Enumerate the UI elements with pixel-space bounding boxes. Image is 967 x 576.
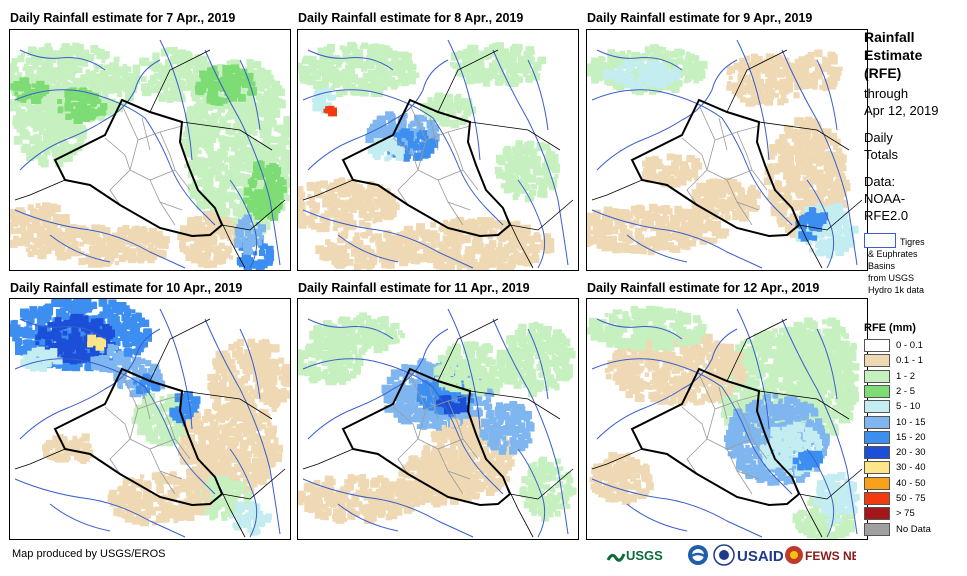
legend-item: 0 - 0.1 xyxy=(864,339,923,353)
through-date: through Apr 12, 2019 xyxy=(864,86,939,118)
legend-item: 2 - 5 xyxy=(864,384,916,399)
legend-swatch xyxy=(864,446,890,460)
legend-item: 50 - 75 xyxy=(864,492,926,506)
legend-swatch xyxy=(864,369,890,383)
legend-swatch xyxy=(864,415,890,429)
legend-label: No Data xyxy=(896,523,931,535)
panel-title-5: Daily Rainfall estimate for 11 Apr., 201… xyxy=(298,281,530,295)
legend-swatch xyxy=(864,461,890,475)
legend-item: 40 - 50 xyxy=(864,476,926,491)
legend-swatch xyxy=(864,492,890,505)
legend-label: > 75 xyxy=(896,508,915,520)
legend-label: 1 - 2 xyxy=(896,370,916,382)
rainfall-map-apr12 xyxy=(586,298,868,540)
usgs-logo: USGS xyxy=(606,548,663,563)
basin-legend-text: Tigres & Euphrates Basins from USGS Hydr… xyxy=(868,237,925,295)
legend-swatch xyxy=(864,400,890,414)
rainfall-map-apr7 xyxy=(9,29,291,271)
legend-swatch xyxy=(864,430,890,444)
legend-item: 5 - 10 xyxy=(864,400,920,414)
panel-title-6: Daily Rainfall estimate for 12 Apr., 201… xyxy=(587,281,820,295)
legend-swatch xyxy=(864,522,890,536)
legend-swatch xyxy=(864,476,890,490)
panel-title-4: Daily Rainfall estimate for 10 Apr., 201… xyxy=(10,281,243,295)
rainfall-map-apr8 xyxy=(297,29,579,271)
legend-item: 30 - 40 xyxy=(864,461,926,475)
map-credit: Map produced by USGS/EROS xyxy=(12,548,166,560)
legend-label: 0 - 0.1 xyxy=(896,340,923,352)
basin-legend-swatch xyxy=(864,233,896,248)
legend-label: 0.1 - 1 xyxy=(896,355,923,367)
data-source: Data: NOAA- RFE2.0 xyxy=(864,174,909,223)
legend-item: 10 - 15 xyxy=(864,415,926,430)
legend-swatch xyxy=(864,354,890,368)
legend-title: RFE (mm) xyxy=(864,322,916,334)
legend-item: > 75 xyxy=(864,507,915,521)
rainfall-map-apr11 xyxy=(297,298,579,540)
daily-totals-label: Daily Totals xyxy=(864,130,898,162)
legend-label: 20 - 30 xyxy=(896,447,926,459)
panel-title-3: Daily Rainfall estimate for 9 Apr., 2019 xyxy=(587,11,813,25)
noaa-logo xyxy=(688,545,708,565)
rainfall-map-apr10 xyxy=(9,298,291,540)
panel-title-2: Daily Rainfall estimate for 8 Apr., 2019 xyxy=(298,11,524,25)
fews-net-logo: FEWS NET xyxy=(785,546,856,564)
legend-swatch xyxy=(864,339,890,352)
legend-label: 50 - 75 xyxy=(896,493,926,505)
legend-item: 0.1 - 1 xyxy=(864,354,923,368)
agency-logos: USGS USAID FEWS NET xyxy=(606,544,856,566)
legend-item: No Data xyxy=(864,522,931,537)
usaid-logo: USAID xyxy=(713,544,784,566)
panel-title-1: Daily Rainfall estimate for 7 Apr., 2019 xyxy=(10,11,236,25)
legend-label: 40 - 50 xyxy=(896,477,926,489)
legend-item: 20 - 30 xyxy=(864,446,926,460)
legend-label: 2 - 5 xyxy=(896,385,916,397)
legend-label: 30 - 40 xyxy=(896,462,926,474)
rainfall-map-apr9 xyxy=(586,29,868,271)
legend-label: 10 - 15 xyxy=(896,416,926,428)
legend-label: 5 - 10 xyxy=(896,401,921,413)
legend-label: 15 - 20 xyxy=(896,431,926,443)
legend-swatch xyxy=(864,384,890,398)
legend-swatch xyxy=(864,507,890,521)
legend-item: 15 - 20 xyxy=(864,430,926,445)
legend-item: 1 - 2 xyxy=(864,369,916,384)
product-title: Rainfall Estimate (RFE) xyxy=(864,29,923,81)
